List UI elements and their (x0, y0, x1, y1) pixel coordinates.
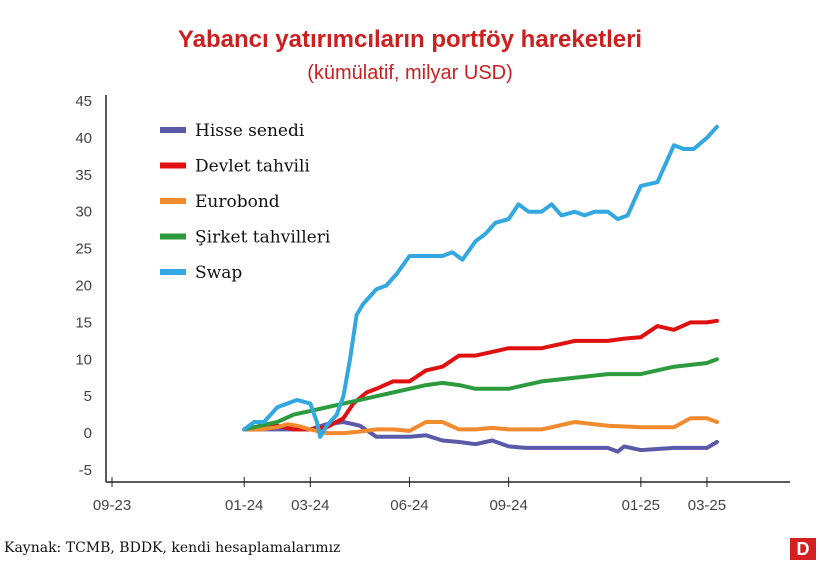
y-tick-label: 40 (75, 130, 92, 147)
source-note: Kaynak: TCMB, BDDK, kendi hesaplamalarım… (4, 540, 341, 556)
y-tick-label: 0 (84, 425, 92, 442)
chart-subtitle: (kümülatif, milyar USD) (307, 62, 513, 84)
x-tick-label: 01-24 (225, 497, 263, 514)
y-tick-label: 15 (75, 314, 92, 331)
series-line-şirket-tahvilleri (242, 357, 719, 432)
y-tick-label: 45 (75, 93, 92, 110)
x-tick-label: 09-23 (93, 497, 131, 514)
series-line-eurobond (242, 416, 719, 436)
y-tick-label: 20 (75, 278, 92, 295)
legend-label: Swap (195, 263, 242, 283)
x-tick-label: 06-24 (390, 497, 428, 514)
legend-label: Şirket tahvilleri (195, 228, 331, 248)
x-tick-label: 01-25 (622, 497, 660, 514)
x-tick-label: 03-25 (688, 497, 726, 514)
publisher-logo: D (790, 538, 816, 560)
chart-title: Yabancı yatırımcıların portföy hareketle… (177, 26, 643, 53)
y-tick-label: 5 (84, 388, 92, 405)
legend-label: Hisse senedi (195, 121, 305, 141)
legend-label: Devlet tahvili (195, 157, 310, 177)
legend-label: Eurobond (195, 192, 280, 212)
x-tick-label: 09-24 (489, 497, 527, 514)
x-tick-label: 03-24 (291, 497, 329, 514)
y-tick-label: 25 (75, 241, 92, 258)
y-tick-label: 35 (75, 167, 92, 184)
y-tick-label: -5 (79, 462, 92, 479)
series-line-swap (242, 124, 719, 439)
y-tick-label: 30 (75, 204, 92, 221)
y-tick-label: 10 (75, 351, 92, 368)
